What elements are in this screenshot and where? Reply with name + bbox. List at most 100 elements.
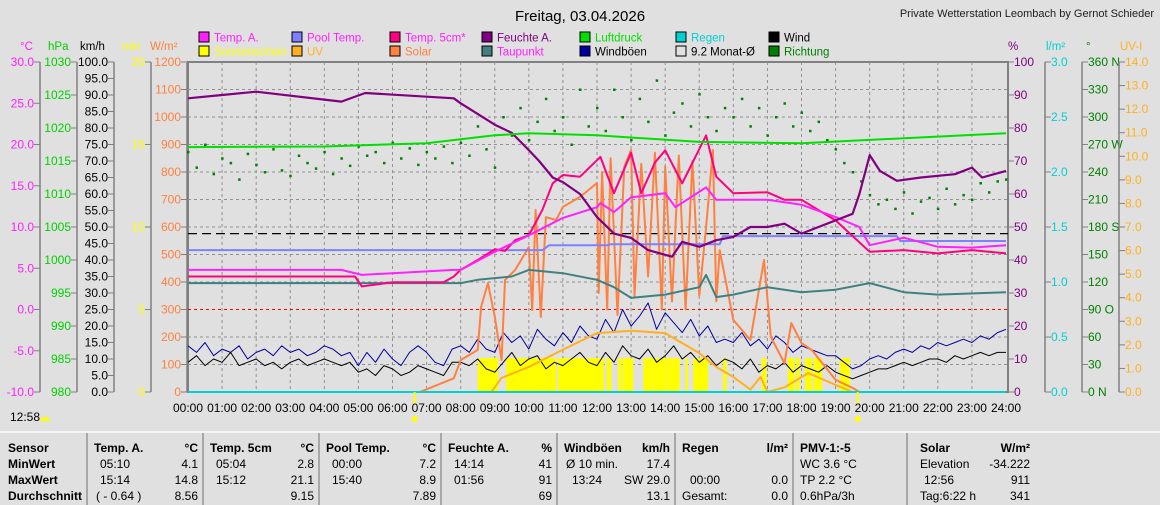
header-pmv: PMV-1:-5 [800, 441, 851, 455]
tick-label-wind: 95.0 [85, 72, 109, 86]
tick-label-solar: 1100 [155, 83, 181, 97]
x-axis: 00:00 01:00 02:00 03:00 04:00 05:00 06:00 07:00… [173, 401, 1021, 415]
tick-label-uv: 10.0 [1125, 149, 1149, 163]
legend-swatch [675, 45, 687, 57]
legend-swatch [481, 31, 493, 43]
tick-label-wind: 85.0 [85, 105, 109, 119]
tick-label-sunshine: 0 [138, 385, 145, 399]
series-solar [188, 149, 1006, 393]
tick-label-uv: 13.0 [1125, 79, 1149, 93]
axis-unit-uv: UV-I [1120, 41, 1142, 53]
direction-point [979, 182, 982, 185]
sunset-icon [854, 416, 861, 422]
tick-label-pressure: 980 [51, 385, 71, 399]
legend-label: Regen [691, 33, 725, 45]
direction-point [766, 134, 769, 137]
avg-value: 9.15 [290, 489, 314, 503]
tick-label-direction: 360 N [1088, 55, 1120, 69]
direction-point [527, 138, 531, 142]
direction-point [664, 134, 667, 137]
direction-point [638, 97, 642, 101]
direction-point [493, 166, 497, 169]
direction-point [442, 145, 446, 148]
tick-label-uv: 5.0 [1125, 267, 1142, 281]
x-tick-label: 03:00 [275, 401, 305, 415]
tick-label-wind: 10.0 [85, 352, 109, 366]
direction-point [306, 161, 309, 165]
tick-label-rain: 0.5 [1051, 330, 1068, 344]
tick-label-direction: 150 [1088, 248, 1108, 262]
legend-swatch [389, 31, 401, 43]
row-label-min: MinWert [8, 457, 56, 471]
direction-point [365, 154, 369, 157]
tick-label-humidity: 70 [1014, 154, 1028, 168]
direction-point [391, 141, 394, 145]
tick-label-wind: 25.0 [85, 303, 109, 317]
x-tick-label: 08:00 [446, 401, 476, 415]
legend-label: Pool Temp. [307, 33, 364, 45]
tick-label-pressure: 1030 [44, 55, 71, 69]
x-tick-label: 12:00 [582, 401, 612, 415]
direction-point [204, 143, 207, 146]
direction-point [826, 138, 829, 142]
tick-label-wind: 0.0 [91, 385, 108, 399]
x-tick-label: 15:00 [684, 401, 714, 415]
tick-label-solar: 200 [161, 330, 181, 344]
col-sensor: Sensor MinWert MaxWert Durchschnitt [0, 433, 88, 505]
x-tick-label: 21:00 [889, 401, 919, 415]
direction-point [655, 79, 659, 82]
direction-point [382, 161, 386, 165]
tick-label-uv: 14.0 [1125, 55, 1149, 69]
legend-label: UV [307, 47, 323, 59]
tick-label-humidity: 40 [1014, 253, 1028, 267]
total-value: 0.0 [771, 489, 788, 503]
series-wind [187, 345, 1006, 380]
tick-label-temp: 10.0 [11, 220, 35, 234]
legend-label: Richtung [784, 47, 829, 59]
direction-point [885, 198, 889, 201]
axis-unit-rain: l/m² [1046, 41, 1065, 53]
header-pool-temp: Pool Temp. [326, 441, 390, 455]
tick-label-wind: 90.0 [85, 88, 109, 102]
tick-label-humidity: 10 [1014, 352, 1028, 366]
direction-point [502, 116, 505, 119]
avg-deviation: ( - 0.64 ) [96, 489, 142, 503]
avg-value: 8.56 [174, 489, 198, 503]
tick-label-solar: 100 [161, 358, 181, 372]
tick-label-uv: 9.0 [1125, 173, 1142, 187]
direction-point [868, 193, 872, 197]
sunshine-bar [693, 358, 709, 392]
series-uv [188, 329, 1006, 393]
max-value: 8.9 [419, 473, 436, 487]
tick-label-uv: 12.0 [1125, 102, 1149, 116]
tick-label-temp: 30.0 [11, 55, 35, 69]
tick-label-solar: 0 [174, 385, 181, 399]
sunshine-bar [643, 358, 667, 392]
direction-point [485, 148, 488, 151]
max-time: 12:56 [924, 473, 955, 487]
direction-point [604, 129, 608, 133]
direction-point [544, 97, 548, 101]
direction-point [451, 161, 454, 165]
col-solar: Solar W/m² Elevation -34.222 12:56 911 T… [908, 433, 1158, 505]
x-tick-label: 02:00 [241, 401, 271, 415]
x-tick-label: 23:00 [957, 401, 987, 415]
x-tick-label: 00:00 [173, 401, 203, 415]
min-value: 41 [538, 457, 552, 471]
direction-point [536, 120, 539, 124]
tick-label-rain: 2.0 [1051, 165, 1068, 179]
col-temp-5cm: Temp. 5cm °C 05:04 2.8 15:12 21.1 9.15 [204, 433, 320, 505]
tick-label-pressure: 1000 [44, 253, 71, 267]
tick-label-rain: 1.5 [1051, 220, 1068, 234]
tick-label-uv: 3.0 [1125, 314, 1142, 328]
tick-label-pressure: 1005 [44, 220, 71, 234]
tick-label-wind: 5.0 [91, 369, 108, 383]
avg-value: 341 [1009, 489, 1030, 503]
legend-label: Taupunkt [497, 47, 544, 59]
statistics-table: Sensor MinWert MaxWert Durchschnitt Temp… [0, 431, 1160, 505]
avg10-label: Ø 10 min. [566, 457, 619, 471]
legend-swatch [481, 45, 493, 57]
tick-label-pressure: 995 [51, 286, 71, 300]
tick-label-wind: 40.0 [85, 253, 109, 267]
series-luftdruck [187, 132, 1007, 149]
